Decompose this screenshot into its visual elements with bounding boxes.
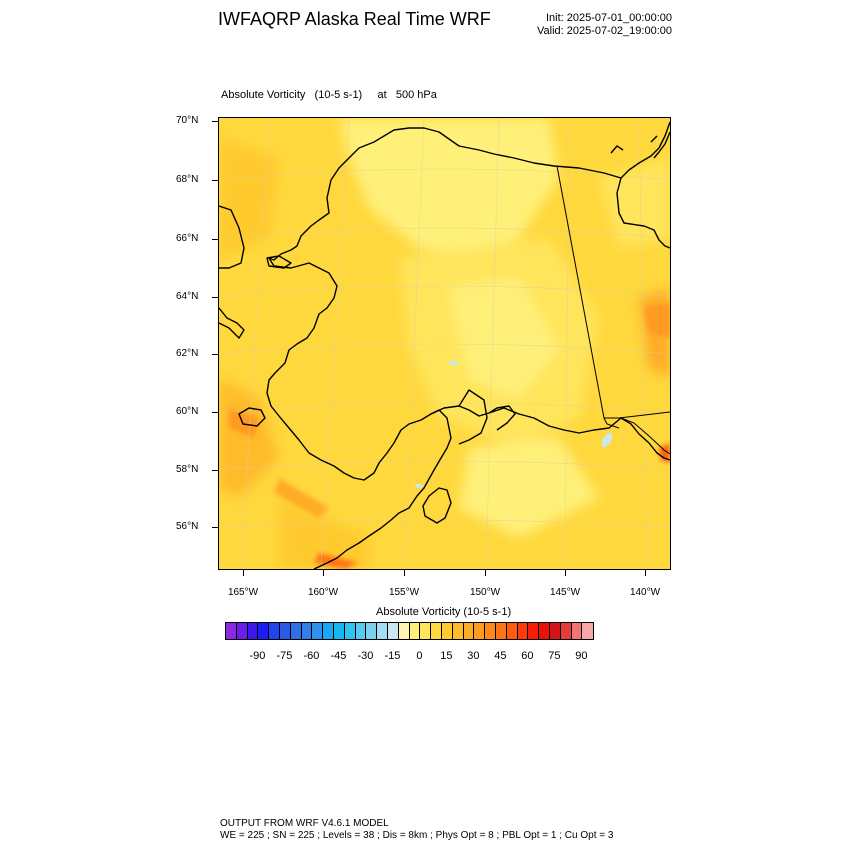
lat-label: 68°N <box>176 174 199 185</box>
lat-tick <box>212 180 218 181</box>
lat-tick <box>212 354 218 355</box>
colorbar-label: -60 <box>303 650 320 662</box>
colorbar-label: -90 <box>249 650 266 662</box>
lakes <box>415 361 613 488</box>
colorbar-swatch <box>258 623 270 639</box>
lat-label: 56°N <box>176 521 199 532</box>
lon-tick <box>565 570 566 576</box>
lon-tick <box>485 570 486 576</box>
lat-tick <box>212 121 218 122</box>
lat-tick <box>212 412 218 413</box>
colorbar-swatch <box>290 623 302 639</box>
valid-time: Valid: 2025-07-02_19:00:00 <box>537 25 672 37</box>
lon-tick <box>323 570 324 576</box>
colorbar-label: -45 <box>330 650 347 662</box>
colorbar-swatch <box>528 623 540 639</box>
colorbar-swatch <box>409 623 421 639</box>
colorbar-label: 15 <box>440 650 453 662</box>
colorbar-label: 75 <box>548 650 561 662</box>
colorbar-swatch <box>495 623 507 639</box>
colorbar-swatch <box>323 623 334 639</box>
colorbar-swatch <box>269 623 280 639</box>
lon-label: 160°W <box>307 587 339 598</box>
colorbar <box>225 622 595 640</box>
colorbar-title: Absolute Vorticity (10-5 s-1) <box>376 606 512 618</box>
field-streaks <box>229 303 670 569</box>
lon-label: 165°W <box>227 587 259 598</box>
colorbar-label: 45 <box>494 650 507 662</box>
colorbar-swatch <box>355 623 367 639</box>
model-version: OUTPUT FROM WRF V4.6.1 MODEL <box>220 818 389 829</box>
colorbar-swatch <box>398 623 410 639</box>
colorbar-swatch <box>377 623 388 639</box>
colorbar-label: -75 <box>276 650 293 662</box>
lat-label: 58°N <box>176 464 199 475</box>
colorbar-swatch <box>474 623 486 639</box>
colorbar-swatch <box>387 623 399 639</box>
lon-label: 140°W <box>629 587 661 598</box>
lat-tick <box>212 470 218 471</box>
colorbar-swatch <box>366 623 378 639</box>
lat-tick <box>212 527 218 528</box>
colorbar-swatch <box>333 623 345 639</box>
colorbar-swatch <box>582 623 594 639</box>
colorbar-swatch <box>549 623 561 639</box>
lon-tick <box>645 570 646 576</box>
plot-title: IWFAQRP Alaska Real Time WRF <box>218 9 491 29</box>
init-time: Init: 2025-07-01_00:00:00 <box>546 12 672 24</box>
colorbar-label: -15 <box>384 650 401 662</box>
lat-label: 60°N <box>176 406 199 417</box>
lon-label: 150°W <box>469 587 501 598</box>
lat-label: 70°N <box>176 115 199 126</box>
colorbar-swatch <box>571 623 583 639</box>
lat-tick <box>212 297 218 298</box>
colorbar-swatch <box>344 623 356 639</box>
colorbar-swatch <box>441 623 453 639</box>
colorbar-swatch <box>279 623 291 639</box>
model-settings: WE = 225 ; SN = 225 ; Levels = 38 ; Dis … <box>220 830 614 841</box>
field-shading <box>219 118 670 569</box>
vorticity-map <box>218 117 671 570</box>
lat-tick <box>212 239 218 240</box>
colorbar-label: 60 <box>521 650 534 662</box>
field-subtitle: Absolute Vorticity (10-5 s-1) at 500 hPa <box>221 89 437 101</box>
lon-label: 155°W <box>388 587 420 598</box>
colorbar-swatch <box>485 623 496 639</box>
colorbar-swatch <box>463 623 475 639</box>
time-info: Init: 2025-07-01_00:00:00 Valid: 2025-07… <box>537 12 672 38</box>
colorbar-label: -30 <box>357 650 374 662</box>
colorbar-swatch <box>420 623 432 639</box>
colorbar-label: 30 <box>467 650 480 662</box>
colorbar-swatch <box>431 623 442 639</box>
coastline <box>219 121 670 569</box>
lat-label: 64°N <box>176 291 199 302</box>
lon-label: 145°W <box>549 587 581 598</box>
lon-tick <box>243 570 244 576</box>
colorbar-swatch <box>517 623 529 639</box>
lat-label: 62°N <box>176 348 199 359</box>
colorbar-swatch <box>236 623 248 639</box>
map-canvas <box>219 118 670 569</box>
colorbar-swatch <box>539 623 550 639</box>
colorbar-swatch <box>301 623 313 639</box>
colorbar-swatch <box>247 623 259 639</box>
colorbar-swatch <box>452 623 464 639</box>
border <box>556 165 670 455</box>
colorbar-swatch <box>560 623 572 639</box>
graticule <box>219 118 670 569</box>
colorbar-label: 90 <box>575 650 588 662</box>
lat-label: 66°N <box>176 233 199 244</box>
colorbar-swatch <box>226 623 237 639</box>
model-info: OUTPUT FROM WRF V4.6.1 MODEL WE = 225 ; … <box>220 818 613 842</box>
colorbar-swatch <box>312 623 324 639</box>
lon-tick <box>404 570 405 576</box>
colorbar-swatch <box>506 623 518 639</box>
colorbar-label: 0 <box>416 650 423 662</box>
